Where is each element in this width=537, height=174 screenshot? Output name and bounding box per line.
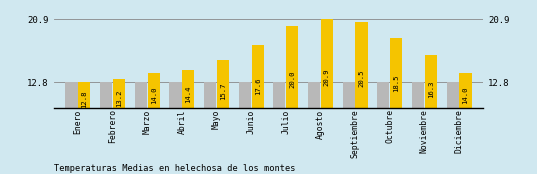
Bar: [447, 82, 459, 174]
Bar: [182, 70, 194, 174]
Text: 13.2: 13.2: [116, 89, 122, 107]
Bar: [286, 26, 298, 174]
Bar: [425, 55, 437, 174]
Bar: [239, 82, 251, 174]
Bar: [412, 82, 424, 174]
Text: 20.9: 20.9: [324, 68, 330, 86]
Bar: [459, 73, 471, 174]
Bar: [100, 82, 112, 174]
Text: 14.0: 14.0: [462, 87, 468, 104]
Bar: [204, 82, 216, 174]
Text: 20.0: 20.0: [289, 71, 295, 88]
Text: 15.7: 15.7: [220, 82, 226, 100]
Bar: [251, 45, 264, 174]
Bar: [135, 82, 147, 174]
Bar: [217, 60, 229, 174]
Bar: [273, 82, 286, 174]
Text: 20.5: 20.5: [359, 69, 365, 87]
Bar: [148, 73, 159, 174]
Bar: [321, 19, 333, 174]
Bar: [355, 22, 368, 174]
Text: 18.5: 18.5: [393, 75, 399, 92]
Text: Temperaturas Medias en helechosa de los montes: Temperaturas Medias en helechosa de los …: [54, 164, 295, 173]
Bar: [78, 82, 90, 174]
Bar: [308, 82, 320, 174]
Text: 17.6: 17.6: [255, 77, 260, 95]
Text: 14.4: 14.4: [185, 86, 191, 103]
Text: 14.0: 14.0: [151, 87, 157, 104]
Bar: [66, 82, 78, 174]
Bar: [378, 82, 389, 174]
Text: 12.8: 12.8: [82, 90, 88, 108]
Bar: [169, 82, 182, 174]
Bar: [390, 38, 402, 174]
Text: 16.3: 16.3: [428, 81, 434, 98]
Bar: [113, 79, 125, 174]
Bar: [343, 82, 355, 174]
